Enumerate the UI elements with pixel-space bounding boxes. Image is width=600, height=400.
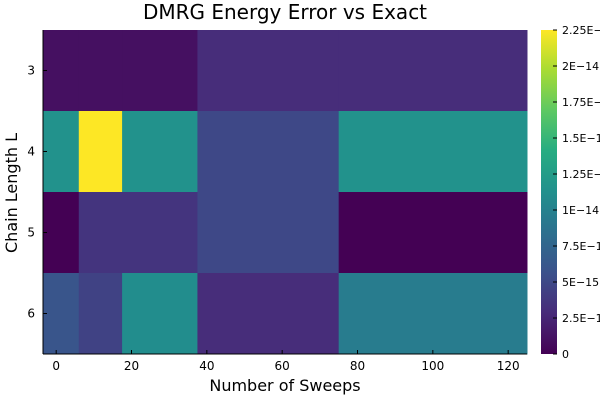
colorbar-tick-label: 1.25E−14: [562, 168, 600, 181]
x-tick-label: 120: [497, 359, 520, 373]
colorbar-tick-label: 1.75E−14: [562, 96, 600, 109]
y-tick-label: 5: [27, 226, 35, 240]
y-axis: 3 4 5 6: [27, 64, 47, 321]
chart-title: DMRG Energy Error vs Exact: [143, 0, 427, 24]
x-tick-label: 40: [199, 359, 214, 373]
heatmap-cell: [78, 273, 123, 355]
colorbar-tick-label: 5E−15: [562, 276, 599, 289]
colorbar-tick-label: 1.5E−14: [562, 132, 600, 145]
colorbar-tick-label: 2E−14: [562, 60, 599, 73]
heatmap-cell: [338, 192, 528, 274]
x-tick-label: 0: [52, 359, 60, 373]
y-tick-label: 3: [27, 64, 35, 78]
y-tick-label: 4: [27, 145, 35, 159]
colorbar-tick-label: 2.5E−15: [562, 312, 600, 325]
colorbar-tick-label: 0: [562, 348, 569, 361]
heatmap-cell: [338, 30, 528, 112]
heatmap-cell: [122, 273, 198, 355]
y-axis-label: Chain Length L: [2, 133, 21, 253]
heatmap-cells: [42, 30, 528, 355]
heatmap-cell: [197, 111, 340, 193]
colorbar: 0 2.5E−15 5E−15 7.5E−15 1E−14 1.25E−14 1.5E−14…: [541, 24, 600, 361]
colorbar-gradient: [541, 30, 557, 354]
heatmap-cell: [338, 273, 528, 355]
heatmap-cell: [197, 192, 340, 274]
x-tick-label: 60: [275, 359, 290, 373]
x-tick-label: 100: [421, 359, 444, 373]
heatmap-cell: [122, 192, 198, 274]
x-tick-label: 80: [350, 359, 365, 373]
heatmap-cell: [43, 273, 80, 355]
heatmap-cell: [122, 111, 198, 193]
heatmap-cell: [43, 30, 80, 112]
heatmap-cell: [78, 111, 123, 193]
heatmap-cell: [197, 273, 340, 355]
x-axis-label: Number of Sweeps: [209, 376, 360, 395]
x-axis: 0 20 40 60 80 100 120: [52, 350, 520, 373]
heatmap-cell: [197, 30, 340, 112]
heatmap-cell: [78, 192, 123, 274]
heatmap-cell: [338, 111, 528, 193]
colorbar-tick-label: 1E−14: [562, 204, 599, 217]
colorbar-tick-label: 7.5E−15: [562, 240, 600, 253]
x-tick-label: 20: [124, 359, 139, 373]
heatmap-cell: [122, 30, 198, 112]
colorbar-tick-label: 2.25E−14: [562, 24, 600, 37]
heatmap-cell: [43, 192, 80, 274]
y-tick-label: 6: [27, 307, 35, 321]
heatmap-cell: [43, 111, 80, 193]
heatmap-cell: [78, 30, 123, 112]
